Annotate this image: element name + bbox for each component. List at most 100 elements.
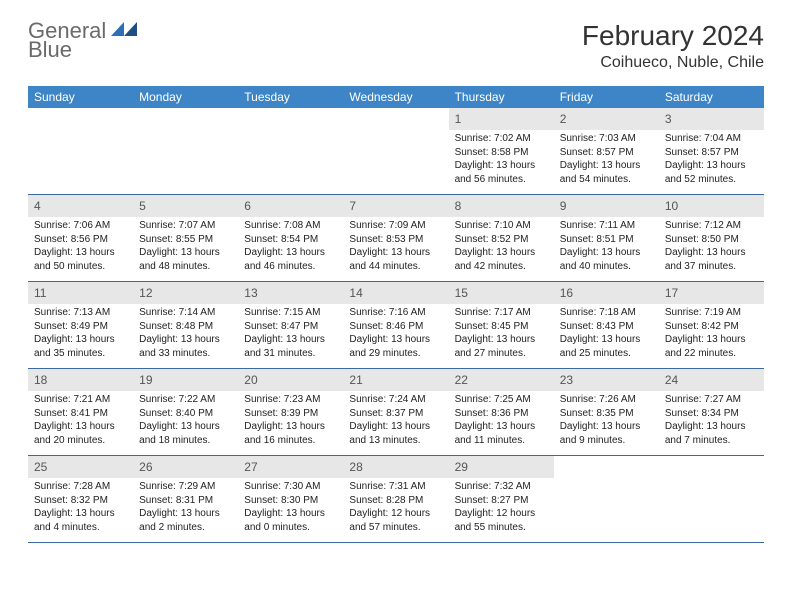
sunrise-line: Sunrise: 7:07 AM	[139, 219, 232, 233]
day-content: Sunrise: 7:27 AMSunset: 8:34 PMDaylight:…	[659, 391, 764, 453]
calendar-day: 25Sunrise: 7:28 AMSunset: 8:32 PMDayligh…	[28, 456, 133, 542]
day-content: Sunrise: 7:08 AMSunset: 8:54 PMDaylight:…	[238, 217, 343, 279]
day-number: 27	[244, 460, 257, 474]
sunset-line: Sunset: 8:47 PM	[244, 320, 337, 334]
day-content: Sunrise: 7:18 AMSunset: 8:43 PMDaylight:…	[554, 304, 659, 366]
daylight-line: Daylight: 13 hours and 44 minutes.	[349, 246, 442, 273]
day-content: Sunrise: 7:10 AMSunset: 8:52 PMDaylight:…	[449, 217, 554, 279]
day-content: Sunrise: 7:07 AMSunset: 8:55 PMDaylight:…	[133, 217, 238, 279]
weekday-header-row: SundayMondayTuesdayWednesdayThursdayFrid…	[28, 86, 764, 108]
sunrise-line: Sunrise: 7:29 AM	[139, 480, 232, 494]
calendar-day: 26Sunrise: 7:29 AMSunset: 8:31 PMDayligh…	[133, 456, 238, 542]
weekday-header: Thursday	[449, 86, 554, 108]
daylight-line: Daylight: 12 hours and 55 minutes.	[455, 507, 548, 534]
sunset-line: Sunset: 8:49 PM	[34, 320, 127, 334]
calendar-weeks: 1 Sunrise: 7:02 AMSunset: 8:58 PMDaylight…	[28, 108, 764, 543]
sunrise-line: Sunrise: 7:25 AM	[455, 393, 548, 407]
day-number-row: 21	[343, 369, 448, 391]
sunset-line: Sunset: 8:51 PM	[560, 233, 653, 247]
weekday-header: Tuesday	[238, 86, 343, 108]
day-number-row: 11	[28, 282, 133, 304]
day-number-row: 4	[28, 195, 133, 217]
day-number-row: 24	[659, 369, 764, 391]
day-number-row: 6	[238, 195, 343, 217]
day-number: 14	[349, 286, 362, 300]
sunset-line: Sunset: 8:34 PM	[665, 407, 758, 421]
day-content: Sunrise: 7:15 AMSunset: 8:47 PMDaylight:…	[238, 304, 343, 366]
day-content: Sunrise: 7:02 AMSunset: 8:58 PMDaylight:…	[449, 130, 554, 192]
day-number-row: 14	[343, 282, 448, 304]
sunset-line: Sunset: 8:31 PM	[139, 494, 232, 508]
day-content: Sunrise: 7:22 AMSunset: 8:40 PMDaylight:…	[133, 391, 238, 453]
calendar-day: 22Sunrise: 7:25 AMSunset: 8:36 PMDayligh…	[449, 369, 554, 455]
day-content: Sunrise: 7:28 AMSunset: 8:32 PMDaylight:…	[28, 478, 133, 540]
sunset-line: Sunset: 8:57 PM	[560, 146, 653, 160]
calendar-day: 5 Sunrise: 7:07 AMSunset: 8:55 PMDaylight…	[133, 195, 238, 281]
day-number-row: 12	[133, 282, 238, 304]
header: General Blue February 2024 Coihueco, Nub…	[28, 20, 764, 72]
sunrise-line: Sunrise: 7:18 AM	[560, 306, 653, 320]
calendar-day	[659, 456, 764, 542]
calendar-day	[554, 456, 659, 542]
sunset-line: Sunset: 8:35 PM	[560, 407, 653, 421]
day-number-row: 23	[554, 369, 659, 391]
day-number-row: 26	[133, 456, 238, 478]
calendar-day	[28, 108, 133, 194]
day-number-row: 20	[238, 369, 343, 391]
calendar-day: 13 Sunrise: 7:15 AMSunset: 8:47 PMDayligh…	[238, 282, 343, 368]
calendar-day: 15Sunrise: 7:17 AMSunset: 8:45 PMDayligh…	[449, 282, 554, 368]
day-number: 13	[244, 286, 257, 300]
sunrise-line: Sunrise: 7:19 AM	[665, 306, 758, 320]
day-number-row: 1	[449, 108, 554, 130]
title-block: February 2024 Coihueco, Nuble, Chile	[582, 20, 764, 72]
calendar-day: 12Sunrise: 7:14 AMSunset: 8:48 PMDayligh…	[133, 282, 238, 368]
calendar: SundayMondayTuesdayWednesdayThursdayFrid…	[28, 86, 764, 543]
day-number-row: 13	[238, 282, 343, 304]
weekday-header: Saturday	[659, 86, 764, 108]
day-number: 21	[349, 373, 362, 387]
day-number: 22	[455, 373, 468, 387]
daylight-line: Daylight: 13 hours and 42 minutes.	[455, 246, 548, 273]
day-number: 4	[34, 199, 41, 213]
day-number: 18	[34, 373, 47, 387]
sunset-line: Sunset: 8:37 PM	[349, 407, 442, 421]
month-title: February 2024	[582, 20, 764, 52]
sunrise-line: Sunrise: 7:11 AM	[560, 219, 653, 233]
sunrise-line: Sunrise: 7:03 AM	[560, 132, 653, 146]
day-content: Sunrise: 7:24 AMSunset: 8:37 PMDaylight:…	[343, 391, 448, 453]
day-number-row: 7	[343, 195, 448, 217]
daylight-line: Daylight: 13 hours and 7 minutes.	[665, 420, 758, 447]
day-number-row: 2	[554, 108, 659, 130]
daylight-line: Daylight: 13 hours and 11 minutes.	[455, 420, 548, 447]
daylight-line: Daylight: 13 hours and 56 minutes.	[455, 159, 548, 186]
sunrise-line: Sunrise: 7:12 AM	[665, 219, 758, 233]
day-number-row: 9	[554, 195, 659, 217]
day-number: 8	[455, 199, 462, 213]
day-number-row: 28	[343, 456, 448, 478]
day-number-row: 19	[133, 369, 238, 391]
calendar-day: 29Sunrise: 7:32 AMSunset: 8:27 PMDayligh…	[449, 456, 554, 542]
weekday-header: Wednesday	[343, 86, 448, 108]
day-number: 10	[665, 199, 678, 213]
sunrise-line: Sunrise: 7:32 AM	[455, 480, 548, 494]
calendar-day: 14Sunrise: 7:16 AMSunset: 8:46 PMDayligh…	[343, 282, 448, 368]
sunset-line: Sunset: 8:30 PM	[244, 494, 337, 508]
weekday-header: Sunday	[28, 86, 133, 108]
calendar-week: 25Sunrise: 7:28 AMSunset: 8:32 PMDayligh…	[28, 456, 764, 543]
sunrise-line: Sunrise: 7:27 AM	[665, 393, 758, 407]
day-number: 5	[139, 199, 146, 213]
day-number: 11	[34, 286, 46, 300]
day-content: Sunrise: 7:06 AMSunset: 8:56 PMDaylight:…	[28, 217, 133, 279]
day-number-row: 27	[238, 456, 343, 478]
day-number: 15	[455, 286, 468, 300]
day-number-row: 25	[28, 456, 133, 478]
calendar-day	[133, 108, 238, 194]
day-number: 19	[139, 373, 152, 387]
sunset-line: Sunset: 8:53 PM	[349, 233, 442, 247]
sunrise-line: Sunrise: 7:13 AM	[34, 306, 127, 320]
day-number: 12	[139, 286, 152, 300]
day-number-row: 17	[659, 282, 764, 304]
day-number: 1	[455, 112, 462, 126]
calendar-day: 28Sunrise: 7:31 AMSunset: 8:28 PMDayligh…	[343, 456, 448, 542]
sunset-line: Sunset: 8:43 PM	[560, 320, 653, 334]
